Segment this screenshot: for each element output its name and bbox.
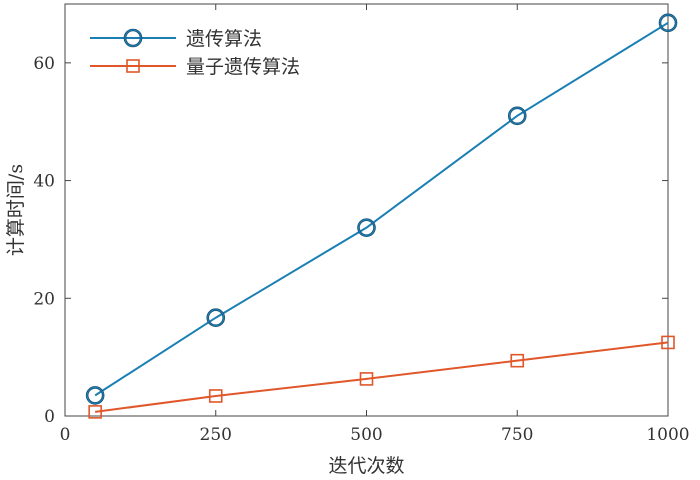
data-point: [206, 308, 226, 328]
legend-item: 遗传算法: [90, 28, 262, 50]
legend-marker: [123, 28, 143, 48]
legend-label: 遗传算法: [186, 28, 262, 50]
y-tick-label: 0: [44, 407, 55, 427]
x-axis-label: 迭代次数: [328, 455, 404, 477]
data-point: [510, 353, 525, 368]
legend-marker: [126, 59, 140, 73]
data-point: [359, 372, 374, 386]
series-layer: [85, 13, 678, 419]
legend-item: 量子遗传算法: [90, 56, 300, 78]
x-tick-label: 250: [200, 425, 232, 445]
data-point: [507, 106, 527, 126]
data-point: [658, 13, 678, 33]
legend-label: 量子遗传算法: [186, 56, 300, 78]
y-tick-label: 40: [33, 172, 55, 192]
data-point: [661, 335, 675, 350]
data-point: [357, 218, 376, 237]
x-tick-label: 1000: [646, 425, 689, 445]
x-tick-label: 750: [501, 425, 533, 445]
series-1: [85, 13, 678, 405]
data-point: [208, 389, 223, 403]
series-2: [88, 335, 675, 419]
y-axis-label: 计算时间/s: [5, 164, 27, 256]
series-line: [95, 341, 669, 413]
ticks: 0 250 500 750 1000 0 20 40 60: [33, 4, 690, 445]
data-point: [88, 405, 102, 419]
y-tick-label: 20: [33, 289, 55, 309]
data-point: [85, 386, 105, 405]
y-tick-label: 60: [33, 54, 55, 74]
series-line: [94, 21, 669, 397]
x-tick-label: 500: [350, 425, 382, 445]
x-tick-label: 0: [60, 425, 71, 445]
